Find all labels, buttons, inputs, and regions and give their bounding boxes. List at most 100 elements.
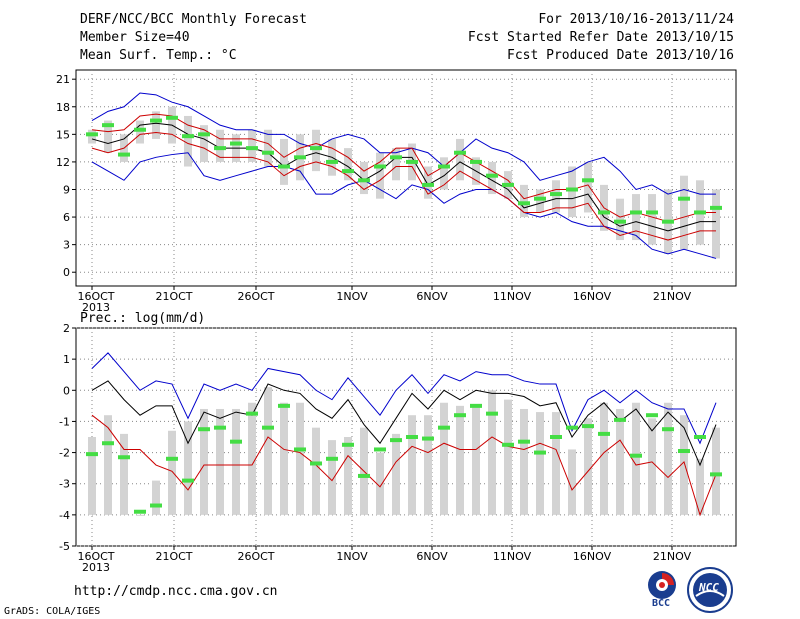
spread-bar	[552, 180, 560, 213]
ncc-logo-text: NCC	[699, 581, 719, 594]
spread-bar	[664, 402, 672, 515]
spread-bar	[200, 408, 208, 515]
observed-marker	[646, 413, 658, 418]
bcc-logo-text: BCC	[652, 598, 671, 609]
observed-marker	[390, 155, 402, 160]
ncc-logo	[687, 567, 733, 613]
observed-marker	[166, 456, 178, 461]
observed-marker	[390, 438, 402, 443]
forecast-period: For 2013/10/16-2013/11/24	[538, 12, 734, 27]
y-tick-label: 3	[63, 239, 70, 252]
x-tick-label: 1NOV	[336, 290, 368, 303]
observed-marker	[582, 178, 594, 183]
observed-marker	[374, 447, 386, 452]
observed-marker	[246, 411, 258, 416]
y-tick-label: 21	[56, 73, 70, 86]
spread-bar	[312, 129, 320, 172]
observed-marker	[358, 473, 370, 478]
observed-marker	[534, 450, 546, 455]
spread-bar	[440, 157, 448, 190]
spread-bar	[536, 412, 544, 515]
spread-bar	[248, 129, 256, 162]
spread-bar	[168, 430, 176, 515]
spread-bar	[520, 184, 528, 218]
x-tick-label: 6NOV	[416, 290, 448, 303]
x-tick-label: 16OCT	[77, 290, 114, 303]
observed-marker	[454, 150, 466, 155]
spread-bar	[104, 415, 112, 515]
forecast-started-date: Fcst Started Refer Date 2013/10/15	[467, 30, 734, 45]
spread-bar	[296, 402, 304, 515]
x-tick-label: 21NOV	[653, 290, 692, 303]
observed-marker	[662, 219, 674, 224]
spread-bar	[376, 152, 384, 199]
observed-marker	[134, 509, 146, 514]
observed-marker	[262, 425, 274, 430]
panel-frame	[75, 69, 737, 287]
observed-marker	[278, 164, 290, 169]
observed-marker	[550, 435, 562, 439]
spread-bar	[456, 138, 464, 181]
spread-bar	[88, 129, 96, 144]
observed-marker	[134, 127, 146, 132]
observed-marker	[470, 403, 482, 408]
y-tick-label: -3	[59, 478, 70, 491]
observed-marker	[598, 210, 610, 215]
observed-marker	[214, 425, 226, 430]
spread-bar	[200, 125, 208, 162]
spread-bar	[216, 408, 224, 515]
observed-marker	[214, 146, 226, 151]
y-tick-label: -2	[59, 447, 70, 460]
panel2-ylabel: Prec.: log(mm/d)	[80, 311, 206, 326]
observed-marker	[342, 442, 354, 447]
series-line-max	[91, 152, 717, 259]
observed-marker	[278, 403, 290, 408]
spread-bar	[216, 129, 224, 162]
spread-bar	[488, 390, 496, 515]
spread-bar	[280, 138, 288, 185]
spread-bar	[456, 405, 464, 515]
y-tick-label: 18	[56, 101, 70, 114]
x-tick-label: 1NOV	[336, 550, 368, 563]
chart-title: DERF/NCC/BCC Monthly Forecast	[80, 12, 307, 27]
observed-marker	[550, 192, 562, 197]
observed-marker	[630, 453, 642, 458]
y-tick-label: 9	[63, 183, 70, 196]
observed-marker	[646, 210, 658, 215]
spread-bar	[648, 418, 656, 515]
y-tick-label: 2	[63, 322, 70, 335]
observed-marker	[150, 503, 162, 508]
spread-bar	[552, 412, 560, 515]
observed-marker	[598, 431, 610, 436]
x-tick-label: 11NOV	[493, 290, 532, 303]
x-tick-label: 16NOV	[573, 290, 612, 303]
spread-bar	[152, 111, 160, 139]
observed-marker	[246, 146, 258, 151]
observed-marker	[454, 413, 466, 418]
observed-marker	[166, 115, 178, 120]
observed-marker	[182, 134, 194, 139]
x-tick-label: 11NOV	[493, 550, 532, 563]
spread-bar	[184, 115, 192, 167]
observed-marker	[342, 169, 354, 174]
spread-bar	[344, 148, 352, 181]
observed-marker	[262, 150, 274, 155]
spread-bar	[328, 440, 336, 515]
spread-bar	[88, 437, 96, 515]
y-tick-label: 0	[63, 266, 70, 279]
observed-marker	[86, 452, 98, 457]
observed-marker	[310, 146, 322, 151]
x-tick-label: 21OCT	[155, 290, 192, 303]
observed-marker	[374, 164, 386, 169]
observed-marker	[294, 447, 306, 452]
spread-bar	[696, 458, 704, 515]
spread-bar	[392, 433, 400, 515]
observed-marker	[198, 427, 210, 432]
x-tick-label: 2013	[82, 561, 110, 574]
series-line-mean	[91, 122, 716, 232]
observed-marker	[502, 182, 514, 187]
observed-marker	[150, 118, 162, 123]
observed-marker	[326, 456, 338, 461]
observed-marker	[422, 182, 434, 187]
